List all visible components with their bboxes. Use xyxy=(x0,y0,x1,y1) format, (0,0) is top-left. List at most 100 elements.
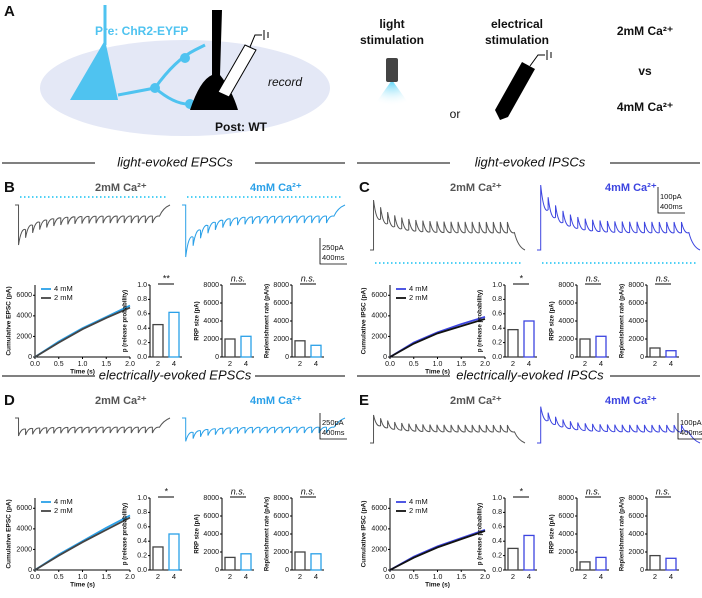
x-tick-label: 1.0 xyxy=(433,574,443,581)
y-tick-label: 0 xyxy=(285,354,289,361)
y-tick-label: 0.0 xyxy=(492,354,502,361)
record-label: record xyxy=(268,75,302,89)
y-tick-label: 4000 xyxy=(203,318,219,325)
y-tick-label: 8000 xyxy=(558,495,574,502)
y-tick-label: 6000 xyxy=(558,513,574,520)
scale-label: 400ms xyxy=(660,202,683,211)
x-tick-label: 2 xyxy=(156,572,160,581)
y-tick-label: 2000 xyxy=(203,549,219,556)
x-tick-label: 2 xyxy=(228,359,232,368)
section-header: electrically-evoked EPSCs xyxy=(99,367,252,382)
significance: n.s. xyxy=(656,486,671,496)
y-tick-label: 4000 xyxy=(273,531,289,538)
or-label: or xyxy=(450,107,461,121)
y-tick-label: 2000 xyxy=(203,336,219,343)
y-axis-title: Replenishment rate (pA/s) xyxy=(265,497,271,571)
y-tick-label: 0.2 xyxy=(137,552,147,559)
x-axis-title: Time (s) xyxy=(425,582,450,589)
trace-label: 4mM Ca²⁺ xyxy=(250,395,302,407)
x-tick-label: 2.0 xyxy=(125,361,135,368)
scale-label: 100pA xyxy=(660,192,682,201)
x-tick-label: 4 xyxy=(244,572,248,581)
y-tick-label: 0 xyxy=(640,567,644,574)
y-tick-label: 4000 xyxy=(371,313,387,320)
significance: n.s. xyxy=(656,273,671,283)
pre-label: Pre: ChR2-EYFP xyxy=(95,24,188,38)
bar xyxy=(168,533,180,571)
y-tick-label: 2000 xyxy=(558,336,574,343)
legend-label: 4 mM xyxy=(409,284,428,293)
bar xyxy=(240,553,252,571)
y-tick-label: 4000 xyxy=(628,531,644,538)
bar xyxy=(507,547,519,571)
y-axis-title: Replenishment rate (pA/s) xyxy=(620,284,626,358)
y-axis-title: Cumulative EPSC (pA) xyxy=(6,286,13,355)
y-tick-label: 6000 xyxy=(273,513,289,520)
y-axis-title: Replenishment rate (pA/s) xyxy=(620,497,626,571)
bar xyxy=(310,344,322,358)
y-tick-label: 0.6 xyxy=(492,311,502,318)
series-line xyxy=(34,516,131,571)
x-tick-label: 4 xyxy=(172,359,176,368)
y-tick-label: 8000 xyxy=(558,282,574,289)
y-tick-label: 0 xyxy=(215,567,219,574)
x-tick-label: 0.0 xyxy=(30,361,40,368)
y-tick-label: 0.8 xyxy=(137,509,147,516)
y-tick-label: 0 xyxy=(28,567,32,574)
y-tick-label: 0.4 xyxy=(492,325,502,332)
trace-label: 2mM Ca²⁺ xyxy=(95,395,147,407)
y-tick-label: 4000 xyxy=(203,531,219,538)
series-line xyxy=(389,530,486,571)
x-tick-label: 4 xyxy=(669,359,673,368)
legend-label: 2 mM xyxy=(54,506,73,515)
y-tick-label: 2000 xyxy=(16,546,32,553)
y-tick-label: 0.6 xyxy=(137,311,147,318)
significance: n.s. xyxy=(231,486,246,496)
x-tick-label: 4 xyxy=(669,572,673,581)
x-tick-label: 2.0 xyxy=(125,574,135,581)
bouton xyxy=(180,53,190,63)
y-axis-title: p (release probability) xyxy=(478,290,484,352)
y-tick-label: 0.8 xyxy=(137,296,147,303)
y-tick-label: 4000 xyxy=(273,318,289,325)
significance: n.s. xyxy=(301,273,316,283)
x-tick-label: 1.0 xyxy=(78,574,88,581)
light-label: stimulation xyxy=(360,33,424,47)
bar xyxy=(168,311,180,358)
condition: 4mM Ca²⁺ xyxy=(617,100,673,114)
x-axis-title: Time (s) xyxy=(70,582,95,589)
scale-label: 250pA xyxy=(322,243,344,252)
x-tick-label: 4 xyxy=(314,359,318,368)
bar xyxy=(224,556,236,571)
significance: n.s. xyxy=(301,486,316,496)
x-tick-label: 2 xyxy=(653,359,657,368)
trace-label: 4mM Ca²⁺ xyxy=(605,395,657,407)
series-line xyxy=(34,306,131,358)
bar xyxy=(523,320,535,358)
bar xyxy=(240,335,252,358)
y-tick-label: 1.0 xyxy=(492,495,502,502)
y-axis-title: p (release probability) xyxy=(478,503,484,565)
y-tick-label: 0.6 xyxy=(137,524,147,531)
legend-label: 2 mM xyxy=(54,293,73,302)
x-tick-label: 4 xyxy=(314,572,318,581)
y-tick-label: 0.8 xyxy=(492,296,502,303)
legend-label: 4 mM xyxy=(409,497,428,506)
trace-label: 2mM Ca²⁺ xyxy=(450,395,502,407)
legend-label: 2 mM xyxy=(409,293,428,302)
legend-label: 4 mM xyxy=(54,497,73,506)
section-header: light-evoked EPSCs xyxy=(117,154,233,169)
panel-letter: D xyxy=(4,392,15,409)
y-tick-label: 8000 xyxy=(203,282,219,289)
y-tick-label: 0 xyxy=(640,354,644,361)
y-tick-label: 6000 xyxy=(273,300,289,307)
y-tick-label: 0 xyxy=(570,354,574,361)
y-tick-label: 0 xyxy=(285,567,289,574)
panel-letter: C xyxy=(359,179,370,196)
bar xyxy=(665,557,677,571)
y-tick-label: 0.2 xyxy=(492,339,502,346)
bar xyxy=(579,338,591,358)
x-tick-label: 2 xyxy=(156,359,160,368)
y-tick-label: 6000 xyxy=(558,300,574,307)
y-tick-label: 4000 xyxy=(371,526,387,533)
